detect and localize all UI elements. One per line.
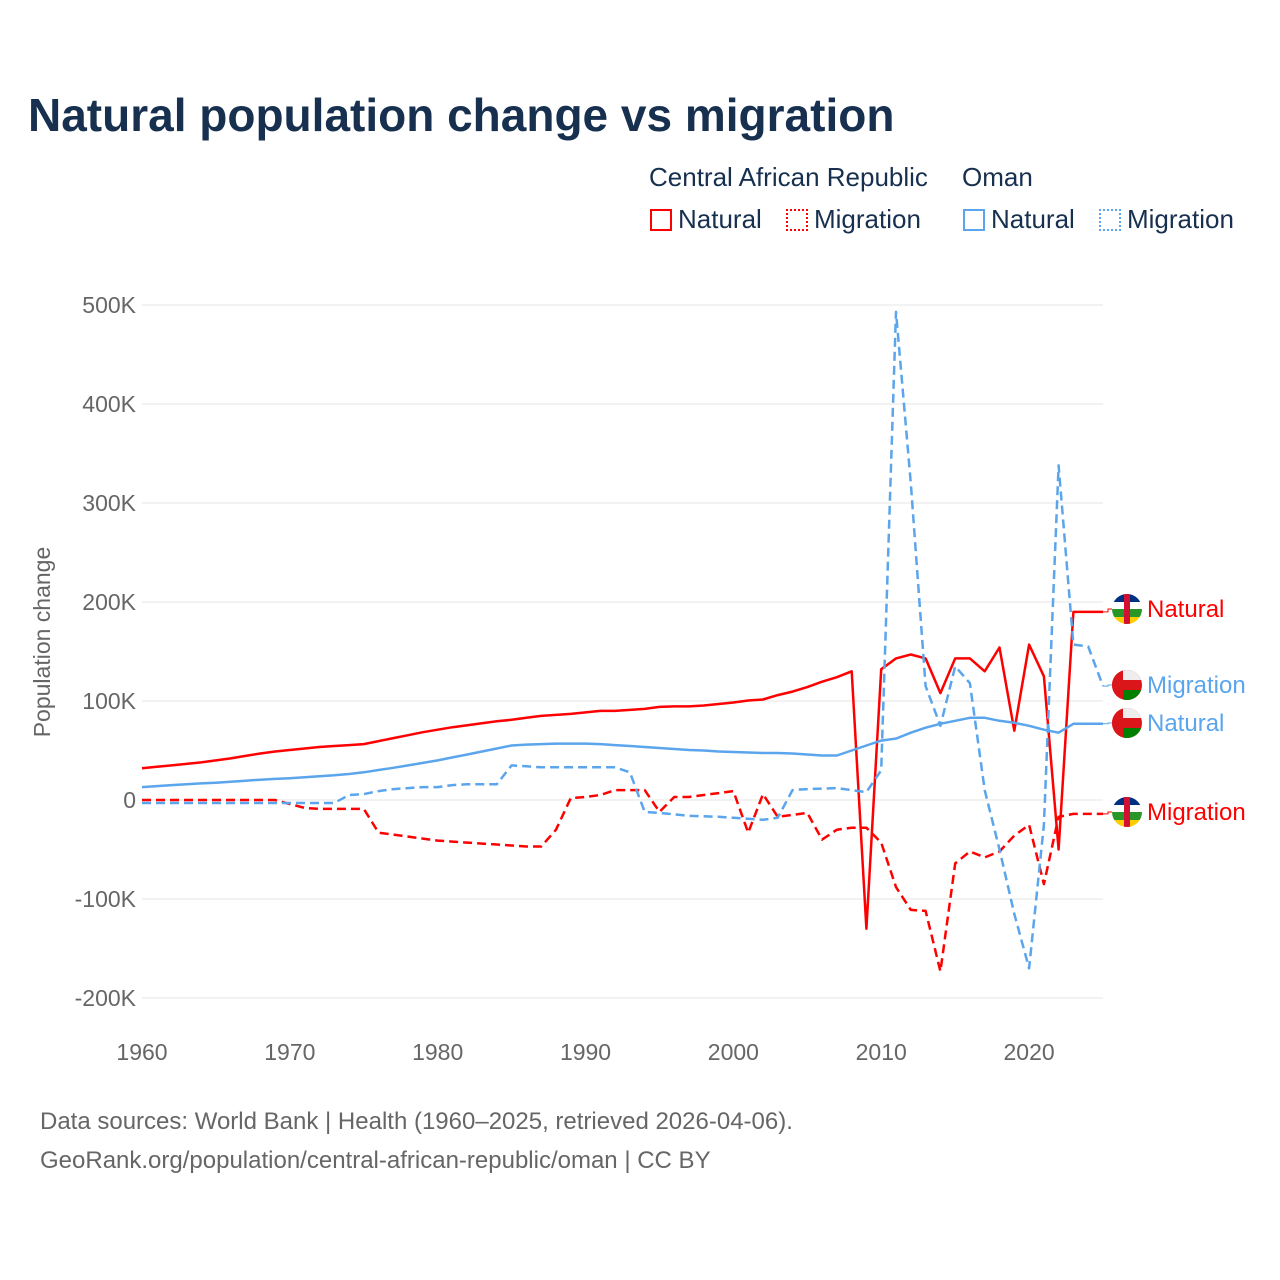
x-tick-label: 2000 [708, 1039, 759, 1065]
x-tick-label: 1990 [560, 1039, 611, 1065]
y-tick-label: -200K [75, 985, 137, 1011]
y-axis-label: Population change [29, 547, 55, 738]
end-label: Natural [1147, 596, 1224, 623]
legend-label: Migration [1127, 204, 1234, 234]
legend-oman-natural[interactable]: Natural [963, 204, 1075, 235]
series-line-0 [141, 610, 1103, 930]
chart-title: Natural population change vs migration [28, 89, 895, 141]
legend-label: Migration [814, 204, 921, 234]
flag-oman-icon [1112, 670, 1142, 700]
series-line-3 [142, 310, 1105, 970]
end-label-connector [1103, 684, 1112, 687]
flag-central-african-republic-icon [1112, 797, 1142, 827]
y-tick-label: 300K [82, 490, 136, 516]
legend-oman-migration[interactable]: Migration [1099, 204, 1234, 235]
end-label: Migration [1147, 672, 1246, 699]
legend-car-natural[interactable]: Natural [650, 204, 762, 235]
y-tick-label: 400K [82, 391, 136, 417]
y-tick-label: 0 [123, 787, 136, 813]
series-line-1 [142, 788, 1103, 973]
legend-group-oman: Oman [962, 162, 1033, 192]
footer-url[interactable]: GeoRank.org/population/central-african-r… [40, 1147, 711, 1174]
legend-swatch-solid [650, 208, 672, 231]
x-tick-label: 1970 [264, 1039, 315, 1065]
legend-swatch-dotted [786, 208, 808, 231]
legend-group-car: Central African Republic [649, 162, 928, 192]
y-tick-label: -100K [75, 886, 137, 912]
x-tick-label: 2020 [1003, 1039, 1054, 1065]
end-label: Natural [1147, 710, 1224, 737]
x-tick-label: 1960 [116, 1039, 167, 1065]
footer-sources: Data sources: World Bank | Health (1960–… [40, 1108, 793, 1135]
y-tick-label: 100K [82, 688, 136, 714]
legend-label: Natural [991, 204, 1075, 234]
x-tick-label: 2010 [856, 1039, 907, 1065]
legend-swatch-dotted [1099, 208, 1121, 231]
y-tick-label: 200K [82, 589, 136, 615]
y-tick-label: 500K [82, 292, 136, 318]
series-line-2 [141, 716, 1103, 789]
end-label: Migration [1147, 799, 1246, 826]
x-tick-label: 1980 [412, 1039, 463, 1065]
legend-swatch-solid [963, 208, 985, 231]
legend-car-migration[interactable]: Migration [786, 204, 921, 235]
flag-oman-icon [1112, 708, 1142, 738]
legend-label: Natural [678, 204, 762, 234]
end-label-connector [1103, 811, 1112, 815]
end-label-connector [1103, 722, 1112, 725]
flag-central-african-republic-icon [1112, 594, 1142, 624]
end-label-connector [1103, 608, 1112, 613]
